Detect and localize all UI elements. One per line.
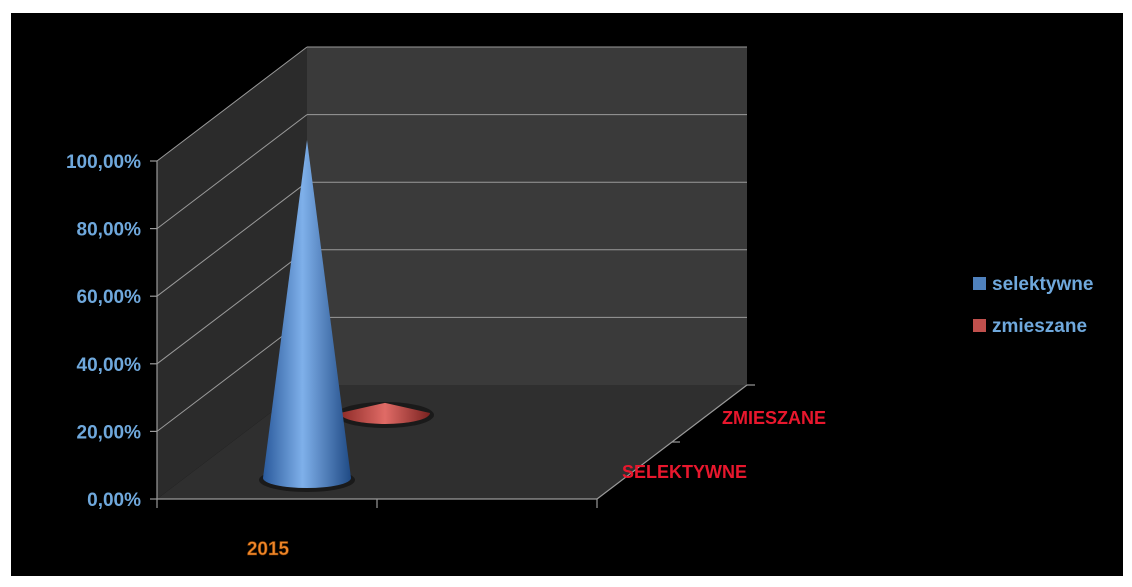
cone-selektywne xyxy=(263,140,351,488)
legend-label-zmieszane: zmieszane xyxy=(992,316,1087,337)
cone-zmieszane xyxy=(340,402,430,424)
depth-tick-label-selektywne: SELEKTYWNE xyxy=(622,462,747,482)
y-tick-label: 60,00% xyxy=(77,287,142,308)
cones xyxy=(259,140,434,492)
legend-swatch-selektywne xyxy=(973,277,986,290)
gridline-side xyxy=(156,181,308,297)
y-tick-label: 0,00% xyxy=(87,490,141,511)
y-tick-labels: 0,00% 20,00% 40,00% 60,00% 80,00% 100,00% xyxy=(66,152,157,511)
gridline-side xyxy=(156,46,308,162)
gridlines xyxy=(156,46,747,432)
side-wall xyxy=(157,47,307,499)
legend: selektywne zmieszane xyxy=(973,274,1093,337)
gridline-side xyxy=(156,249,308,365)
legend-label-selektywne: selektywne xyxy=(992,274,1093,295)
y-tick-label: 100,00% xyxy=(66,152,141,173)
back-wall xyxy=(307,47,747,385)
y-tick-label: 20,00% xyxy=(77,422,142,443)
x-tick-label: 2015 xyxy=(247,539,290,560)
y-tick-label: 80,00% xyxy=(77,220,142,241)
depth-tick-label-zmieszane: ZMIESZANE xyxy=(722,408,826,428)
legend-swatch-zmieszane xyxy=(973,319,986,332)
y-tick-label: 40,00% xyxy=(77,355,142,376)
gridline-side xyxy=(156,114,308,229)
